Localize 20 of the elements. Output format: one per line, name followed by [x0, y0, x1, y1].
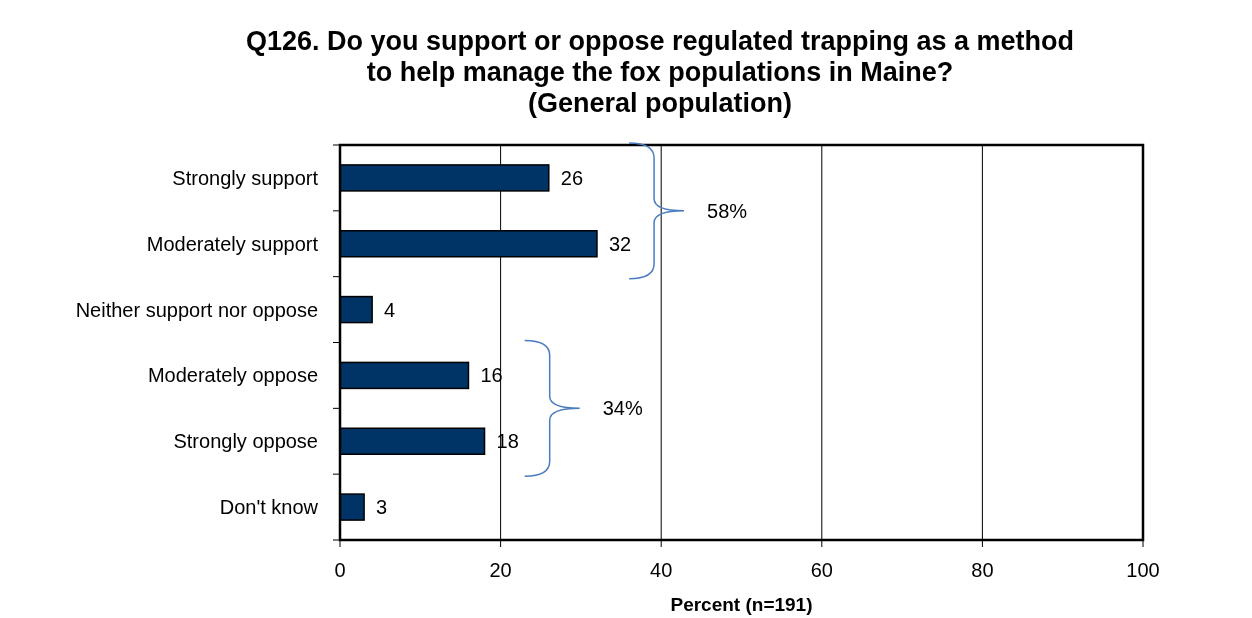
y-tick-label: Strongly support [172, 166, 319, 189]
x-tick-label: 40 [650, 559, 673, 581]
y-tick-label: Don't know [219, 496, 319, 519]
y-tick-label: Moderately support [146, 232, 319, 255]
annotation: 58% [707, 199, 748, 222]
x-tick-label: 20 [489, 559, 512, 581]
data-label: 32 [608, 232, 632, 255]
data-label: 3 [376, 496, 388, 519]
x-tick-label: 80 [971, 559, 994, 581]
annotation: 34% [602, 397, 643, 420]
data-label: 26 [560, 166, 584, 189]
y-tick-label: Strongly oppose [173, 430, 318, 453]
x-tick-label: 100 [1126, 559, 1160, 581]
x-tick-label: 60 [810, 559, 833, 581]
chart-title: Q126. Do you support or oppose regulated trapping as a method to help manage the fox populations in Maine? (General population) [245, 26, 1075, 118]
x-axis-title: Percent (n=191) [670, 594, 813, 615]
data-label: 4 [384, 298, 396, 321]
x-tick-label: 0 [334, 559, 346, 581]
y-tick-label: Moderately oppose [147, 364, 318, 387]
y-tick-label: Neither support nor oppose [75, 298, 318, 321]
